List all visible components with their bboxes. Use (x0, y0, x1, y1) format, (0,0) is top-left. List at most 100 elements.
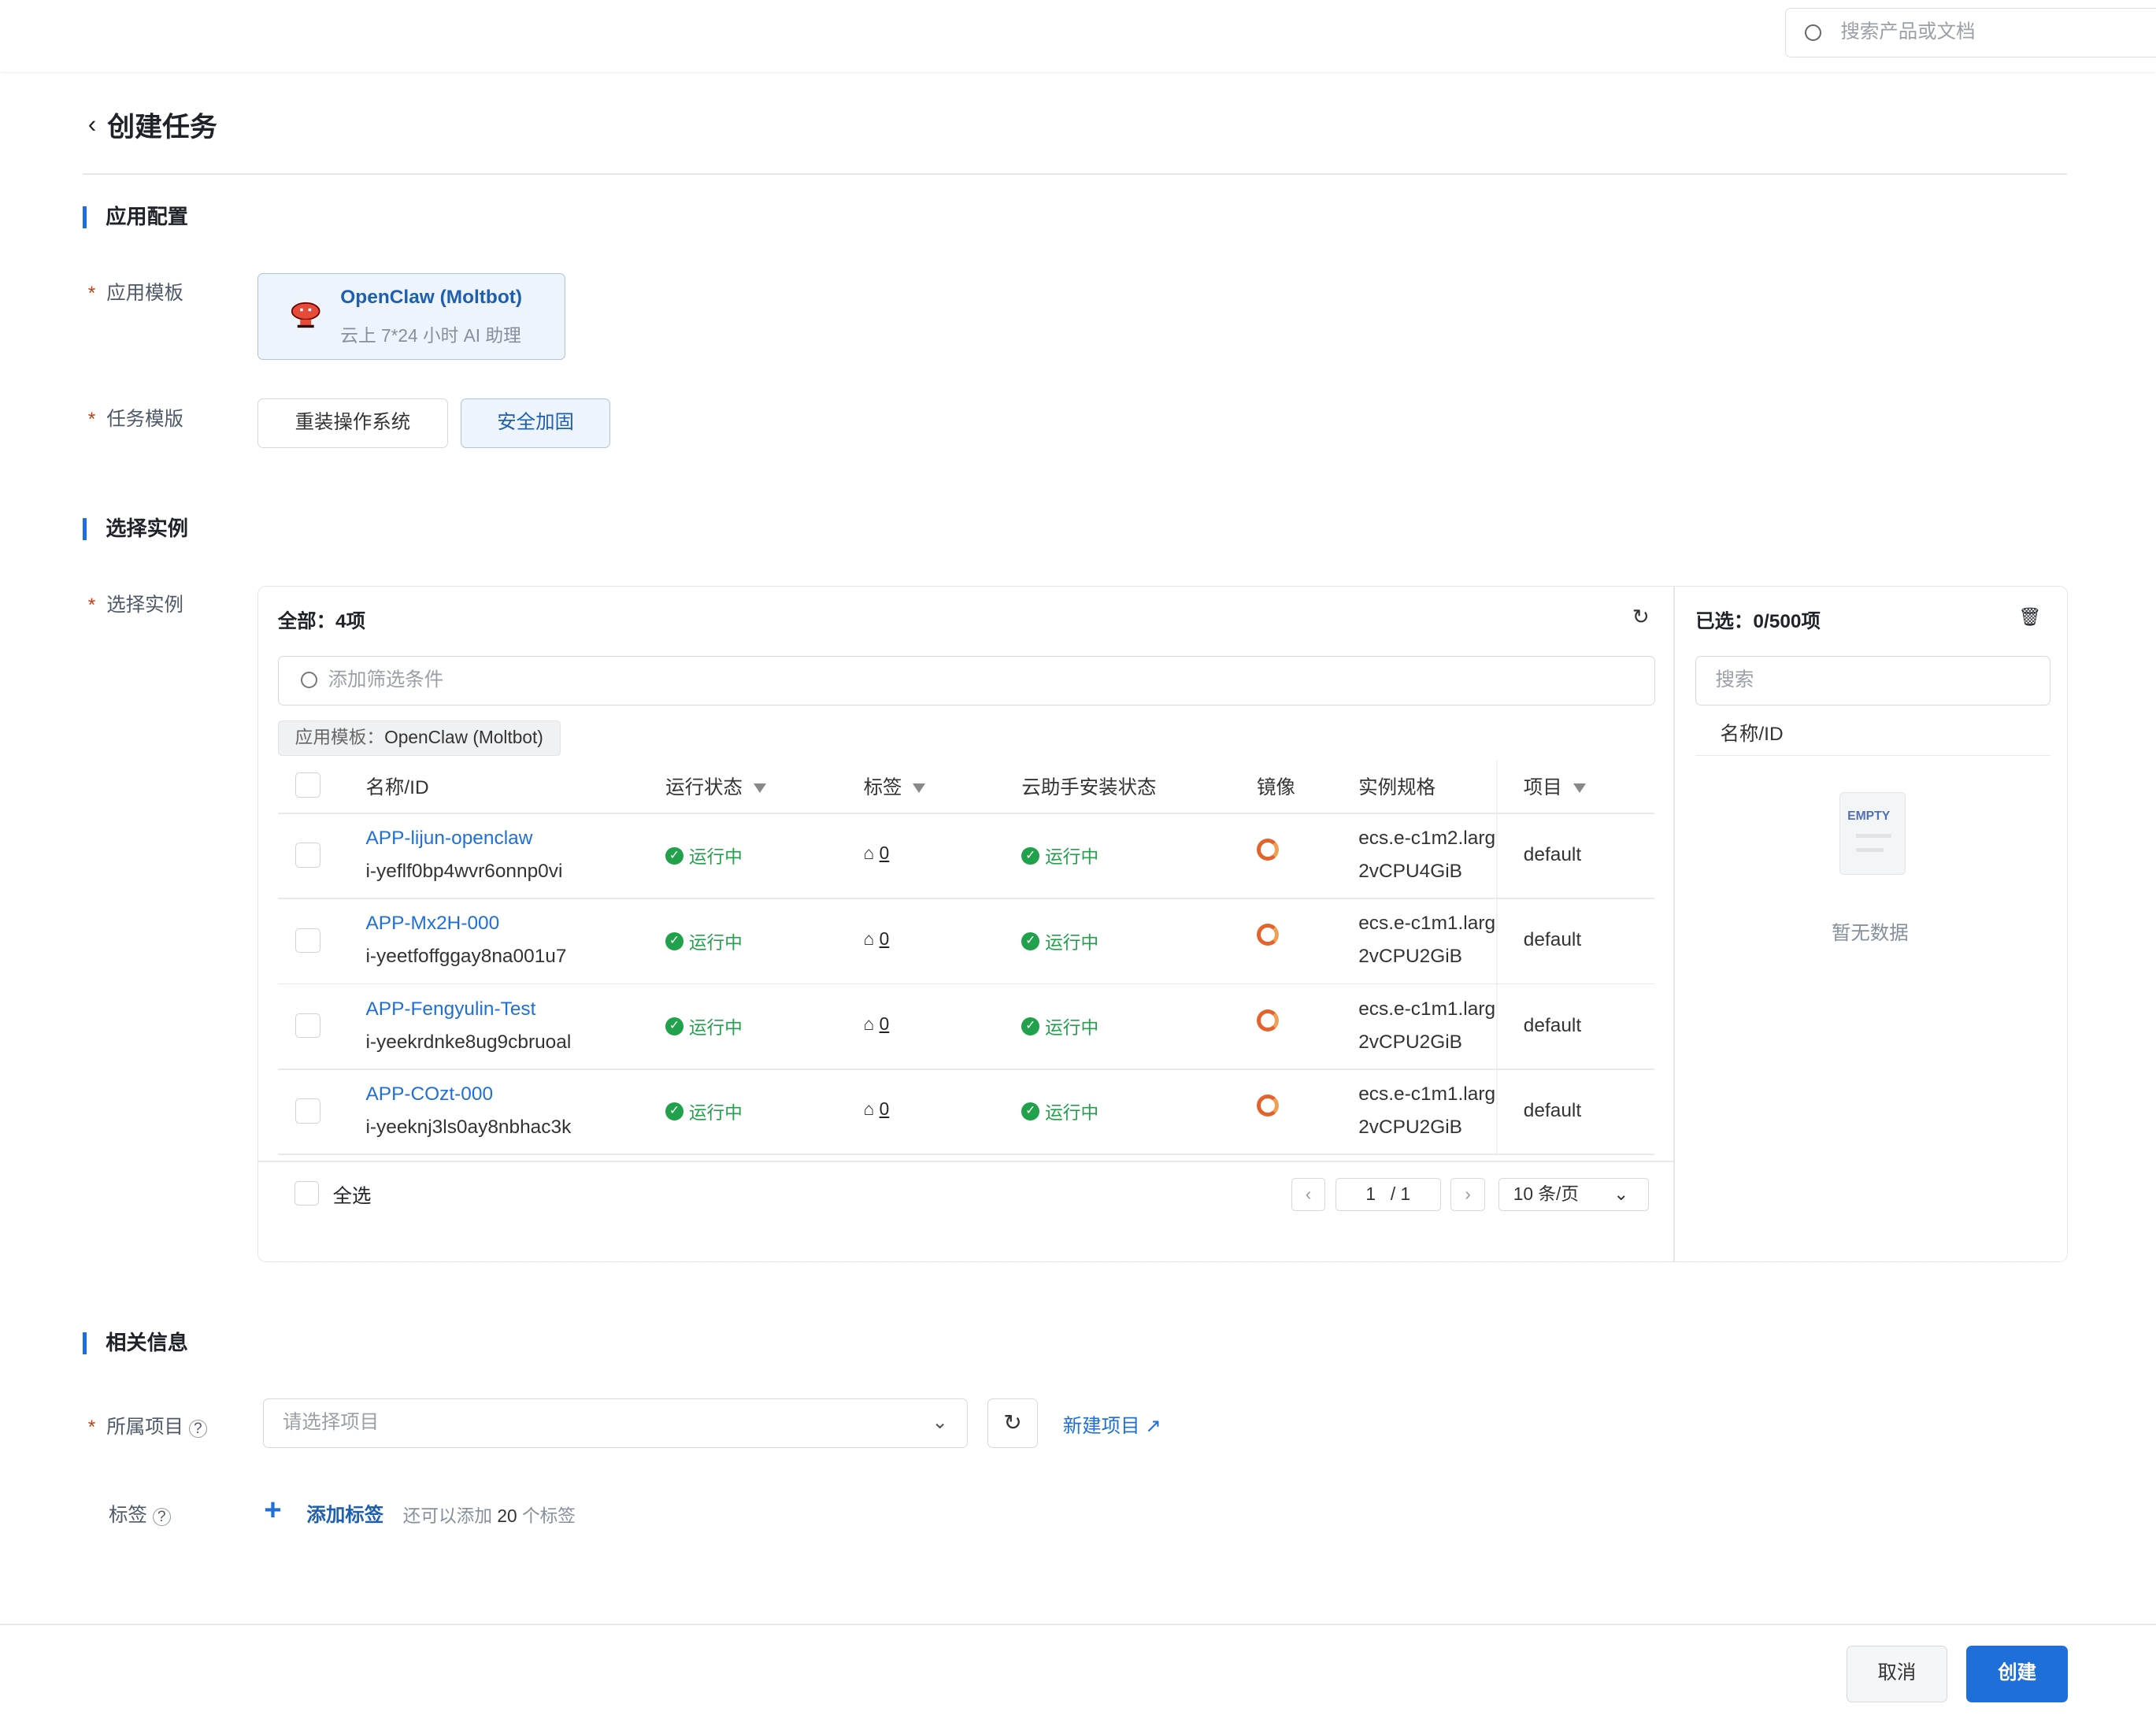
instance-project: default (1523, 1099, 1582, 1121)
instance-name-link[interactable]: APP-lijun-openclaw (365, 828, 533, 850)
instance-transfer-panel (257, 585, 2069, 1262)
global-search-input[interactable]: 搜索产品或文档 (1784, 8, 2156, 58)
row-divider (277, 983, 1654, 985)
instance-id: i-yeetfoffggay8na001u7 (365, 946, 567, 968)
select-instance-label: * 选择实例 (87, 594, 183, 617)
check-circle-icon: ✓ (665, 1017, 683, 1035)
check-circle-icon: ✓ (1021, 1017, 1040, 1035)
col-tags[interactable]: 标签 (864, 772, 926, 800)
filter-chip[interactable]: 应用模板：OpenClaw (Moltbot) (277, 720, 561, 757)
header-checkbox[interactable] (295, 772, 320, 798)
template-name: OpenClaw (Moltbot) (340, 287, 523, 309)
selected-col-name: 名称/ID (1720, 724, 1784, 746)
row-divider (277, 1154, 1654, 1155)
row-divider (277, 1068, 1654, 1070)
selected-count: 已选：0/500项 (1695, 611, 1821, 633)
table-row: APP-lijun-openclaw i-yeflf0bp4wvr6onnp0v… (278, 813, 1654, 898)
instance-name-link[interactable]: APP-COzt-000 (365, 1083, 494, 1105)
panel-divider (1673, 585, 1675, 1262)
tag-count[interactable]: ⌂ 0 (863, 1098, 890, 1120)
selected-search-input[interactable]: 搜索 (1695, 655, 2050, 706)
tag-icon: ⌂ (863, 1098, 875, 1120)
filter-input[interactable]: 添加筛选条件 (277, 655, 1656, 706)
tag-icon: ⌂ (863, 1013, 875, 1034)
run-status: ✓ 运行中 (665, 843, 743, 869)
search-icon (1805, 24, 1821, 41)
instance-name-link[interactable]: APP-Fengyulin-Test (365, 998, 536, 1020)
external-link-icon: ↗ (1145, 1415, 1161, 1437)
instance-project: default (1523, 929, 1582, 951)
filter-icon (913, 783, 926, 793)
chevron-down-icon: ⌄ (932, 1411, 948, 1433)
help-icon: ? (188, 1420, 207, 1439)
check-circle-icon: ✓ (1021, 1102, 1040, 1121)
select-all-label: 全选 (332, 1185, 372, 1207)
instance-project: default (1523, 1014, 1582, 1036)
assistant-status: ✓ 运行中 (1021, 1013, 1098, 1039)
ubuntu-icon (1257, 839, 1279, 861)
back-chevron-icon[interactable]: ‹ (87, 110, 97, 139)
assistant-status: ✓ 运行中 (1021, 1098, 1098, 1124)
page-title: ‹ 创建任务 (87, 110, 217, 143)
assistant-status: ✓ 运行中 (1021, 843, 1098, 869)
section-related-info: 相关信息 (82, 1332, 188, 1354)
empty-icon: EMPTY (1839, 791, 1906, 875)
check-circle-icon: ✓ (1021, 932, 1040, 950)
divider (1695, 754, 2050, 757)
instance-cpu-mem: 2vCPU2GiB (1358, 1116, 1462, 1138)
new-project-link[interactable]: 新建项目 ↗ (1062, 1415, 1161, 1437)
tag-count[interactable]: ⌂ 0 (863, 928, 890, 949)
task-template-label: * 任务模版 (87, 409, 183, 431)
sticky-column-shadow (1495, 760, 1498, 1154)
divider (82, 173, 2067, 175)
check-circle-icon: ✓ (665, 846, 683, 865)
col-assistant: 云助手安装状态 (1021, 777, 1157, 799)
app-template-label: * 应用模板 (87, 282, 183, 304)
row-checkbox[interactable] (295, 1098, 320, 1124)
task-template-security-hardening[interactable]: 安全加固 (460, 398, 611, 449)
next-page-button[interactable]: › (1450, 1178, 1485, 1212)
table-row: APP-COzt-000 i-yeeknj3ls0ay8nbhac3k ✓ 运行中… (278, 1069, 1654, 1154)
instance-project: default (1523, 844, 1582, 866)
tag-count[interactable]: ⌂ 0 (863, 843, 890, 864)
footer-divider (258, 1160, 1674, 1162)
row-checkbox[interactable] (295, 928, 320, 954)
ubuntu-icon (1257, 1094, 1279, 1117)
search-icon (300, 672, 317, 689)
total-count: 全部：4项 (277, 611, 366, 633)
col-project[interactable]: 项目 (1524, 772, 1586, 800)
prev-page-button[interactable]: ‹ (1291, 1178, 1326, 1212)
app-template-card[interactable]: OpenClaw (Moltbot) 云上 7*24 小时 AI 助理 (257, 273, 565, 361)
filter-icon (1573, 783, 1586, 793)
create-button[interactable]: 创建 (1966, 1646, 2069, 1702)
instance-cpu-mem: 2vCPU4GiB (1358, 861, 1462, 883)
assistant-status: ✓ 运行中 (1021, 928, 1098, 954)
instance-cpu-mem: 2vCPU2GiB (1358, 1031, 1462, 1053)
tag-hint: 还可以添加 20 个标签 (402, 1505, 576, 1526)
row-checkbox[interactable] (295, 1013, 320, 1039)
select-all-checkbox[interactable] (294, 1180, 320, 1206)
project-refresh-button[interactable]: ↻ (987, 1398, 1039, 1448)
col-image: 镜像 (1257, 777, 1295, 799)
col-status[interactable]: 运行状态 (665, 772, 766, 800)
add-tag-button[interactable]: 添加标签 (306, 1505, 384, 1527)
tag-icon: ⌂ (863, 843, 875, 864)
trash-icon[interactable]: 🗑 (2018, 606, 2042, 628)
help-icon: ? (152, 1508, 171, 1527)
cancel-button[interactable]: 取消 (1847, 1646, 1947, 1702)
row-divider (277, 813, 1654, 814)
run-status: ✓ 运行中 (665, 928, 743, 954)
tag-icon: ⌂ (863, 928, 875, 949)
page-size-select[interactable]: 10 条/页 ⌄ (1498, 1178, 1649, 1212)
row-checkbox[interactable] (295, 843, 320, 868)
plus-icon[interactable]: + (264, 1493, 282, 1528)
project-select[interactable]: 请选择项目 ⌄ (262, 1398, 969, 1448)
tag-count[interactable]: ⌂ 0 (863, 1013, 890, 1034)
ubuntu-icon (1257, 1009, 1279, 1032)
refresh-icon[interactable]: ↻ (1632, 605, 1650, 629)
page-input[interactable]: 1 / 1 (1335, 1178, 1441, 1212)
task-template-reinstall-os[interactable]: 重装操作系统 (257, 398, 449, 449)
check-circle-icon: ✓ (1021, 846, 1040, 865)
instance-name-link[interactable]: APP-Mx2H-000 (365, 913, 500, 935)
check-circle-icon: ✓ (665, 1102, 683, 1121)
